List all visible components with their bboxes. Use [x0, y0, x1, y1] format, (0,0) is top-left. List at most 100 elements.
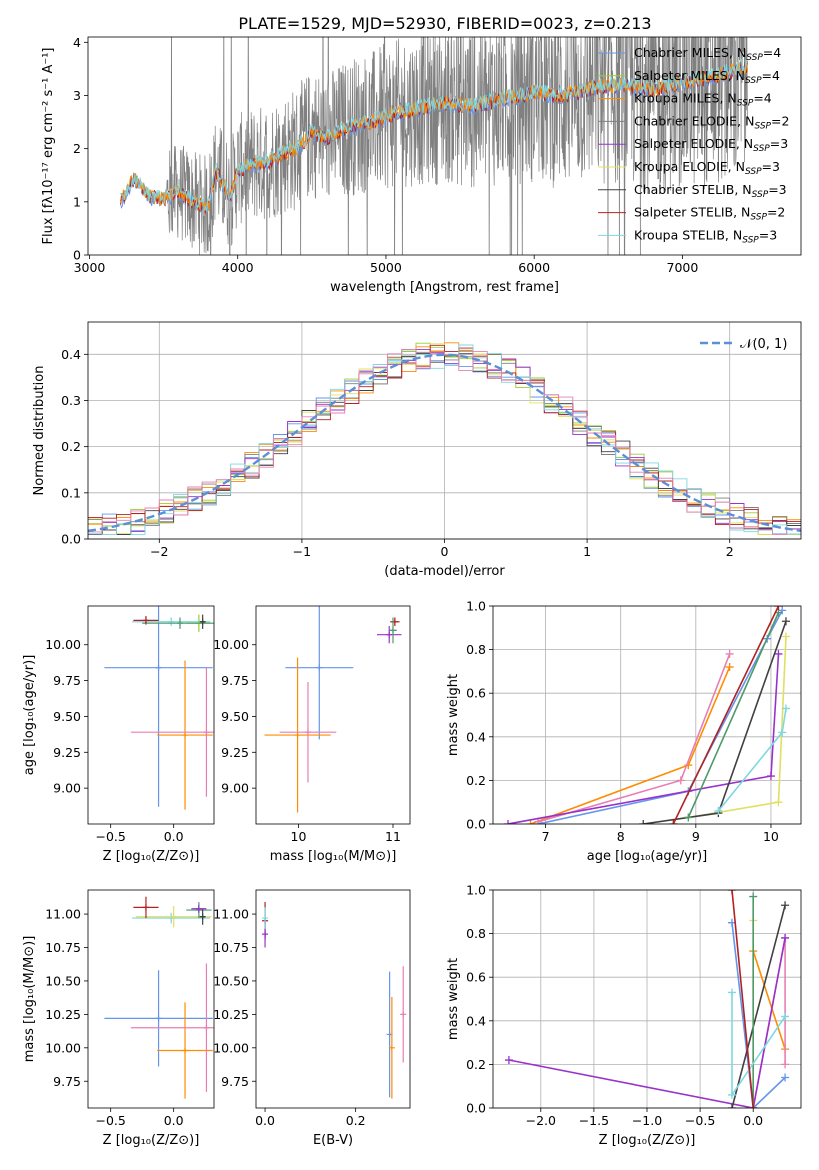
- series-marker: [749, 1104, 758, 1108]
- series-marker: [781, 901, 790, 910]
- point-marker: [199, 913, 206, 920]
- plot-area: [104, 606, 214, 810]
- y-tick-label: 0.6: [466, 686, 486, 701]
- legend-label: Kroupa ELODIE, NSSP=3: [634, 159, 780, 177]
- mass-weight-series: [727, 988, 790, 1099]
- x-axis-label: Z [log₁₀(Z/Z⊙)]: [599, 1133, 696, 1148]
- x-tick-label: −1.0: [632, 1113, 662, 1128]
- x-tick-label: −1: [293, 544, 311, 559]
- point-marker: [304, 729, 311, 736]
- error-bar-point: [262, 907, 269, 929]
- x-tick-label: 4000: [222, 260, 254, 275]
- x-tick-label: 7000: [667, 260, 699, 275]
- x-tick-label: 0.0: [743, 1113, 763, 1128]
- y-tick-label: 10.00: [45, 637, 81, 652]
- series-line: [508, 937, 786, 1108]
- x-tick-label: −2: [150, 544, 168, 559]
- axes: 10 11 9.00 9.25 9.50 9.75 10.00 mass [log₁₀(M/M…: [213, 605, 411, 864]
- y-tick-label: 0.8: [466, 926, 486, 941]
- series-marker: [781, 1012, 790, 1021]
- series-marker: [778, 728, 787, 737]
- histogram-step-line: [88, 344, 801, 535]
- point-marker: [170, 913, 177, 920]
- point-marker: [316, 664, 323, 671]
- axes: 0.0 0.2 9.75 10.00 10.25 10.50 10.75 11.00 E(B-V…: [213, 889, 411, 1148]
- mass-weight-series: [749, 947, 790, 1054]
- x-tick-label: 1: [583, 544, 591, 559]
- y-tick-label: 1: [73, 194, 81, 209]
- y-axis-label: Normed distribution: [32, 366, 47, 496]
- point-marker: [155, 1015, 162, 1022]
- point-marker: [195, 905, 202, 912]
- mass-vs-ebv-panel: 0.0 0.2 9.75 10.00 10.25 10.50 10.75 11.00 E(B-V…: [213, 889, 411, 1148]
- error-bar-point: [133, 896, 159, 919]
- y-tick-label: 10.50: [45, 973, 81, 988]
- error-bar-point: [104, 606, 213, 807]
- error-bar-point: [388, 996, 395, 1099]
- x-axis-label: (data-model)/error: [384, 564, 505, 579]
- legend-label: Salpeter MILES, NSSP=4: [634, 68, 780, 86]
- point-marker: [262, 915, 269, 922]
- y-tick-label: 9.25: [221, 745, 249, 760]
- mass-vs-Z-panel: −0.5 0.0 9.75 10.00 10.25 10.50 10.75 11.00 Z [l…: [22, 889, 215, 1148]
- series-line: [717, 708, 787, 812]
- error-bar-point: [264, 657, 331, 813]
- point-marker: [389, 627, 396, 634]
- y-tick-label: 9.25: [53, 745, 81, 760]
- y-tick-label: 10.50: [213, 973, 249, 988]
- series-line: [731, 905, 786, 1108]
- y-tick-label: 9.75: [53, 673, 81, 688]
- series-marker: [749, 892, 758, 901]
- y-axis-label: age [log₁₀(age/yr)]: [22, 655, 37, 776]
- legend-label: 𝒩(0, 1): [740, 337, 787, 352]
- point-marker: [199, 618, 206, 625]
- mass-weight-series: [727, 901, 790, 1108]
- axes-frame: [492, 889, 802, 1109]
- series-line: [731, 922, 786, 1108]
- series-marker: [781, 1073, 790, 1082]
- axes: −0.5 0.0 9.00 9.25 9.50 9.75 10.00 Z [log₁₀(Z/Z…: [22, 605, 215, 864]
- x-tick-label: 9: [692, 829, 700, 844]
- y-tick-label: 0.8: [466, 642, 486, 657]
- point-marker: [168, 618, 175, 625]
- x-axis-label: E(B-V): [313, 1133, 353, 1148]
- x-axis-label: Z [log₁₀(Z/Z⊙)]: [103, 849, 200, 864]
- x-tick-label: 8: [617, 829, 625, 844]
- error-bar-point: [199, 614, 206, 629]
- axes-frame: [87, 889, 215, 1109]
- point-marker: [182, 1047, 189, 1054]
- plot-area: [262, 902, 407, 1099]
- error-bar-point: [389, 617, 397, 644]
- legend-label: Chabrier STELIB, NSSP=3: [634, 182, 787, 200]
- x-axis-label: Z [log₁₀(Z/Z⊙)]: [103, 1133, 200, 1148]
- x-axis-label: mass [log₁₀(M/M⊙)]: [270, 849, 397, 864]
- error-bar-point: [191, 904, 207, 913]
- axes-frame: [255, 889, 411, 1109]
- y-axis-label: mass weight: [446, 958, 461, 1040]
- x-tick-label: −0.5: [96, 1113, 126, 1128]
- series-line: [507, 653, 780, 824]
- x-axis-label: wavelength [Angstrom, rest frame]: [330, 280, 559, 295]
- y-tick-label: 9.75: [221, 673, 249, 688]
- axes-frame: [255, 605, 411, 825]
- x-tick-label: −2.0: [526, 1113, 556, 1128]
- x-tick-label: 0.0: [164, 829, 184, 844]
- y-tick-label: 0.4: [466, 729, 486, 744]
- point-marker: [142, 904, 149, 911]
- legend-label: Kroupa MILES, NSSP=4: [634, 91, 772, 109]
- plot-area: [504, 890, 790, 1108]
- histogram-step-line: [88, 353, 801, 535]
- error-bar-point: [104, 970, 213, 1067]
- series-marker: [676, 776, 685, 785]
- axes: 3000 4000 5000 6000 7000 0 1 2 3 4 wavelength [Ang…: [41, 35, 802, 295]
- series-marker: [725, 663, 734, 672]
- point-marker: [400, 1011, 407, 1018]
- series-marker: [727, 1104, 736, 1108]
- point-marker: [388, 1044, 395, 1051]
- y-tick-label: 10.25: [213, 1007, 249, 1022]
- series-marker: [766, 772, 775, 781]
- error-bar-point: [199, 908, 206, 925]
- error-bar-point: [157, 1002, 213, 1099]
- legend: Chabrier MILES, NSSP=4 Salpeter MILES, NS…: [598, 45, 789, 245]
